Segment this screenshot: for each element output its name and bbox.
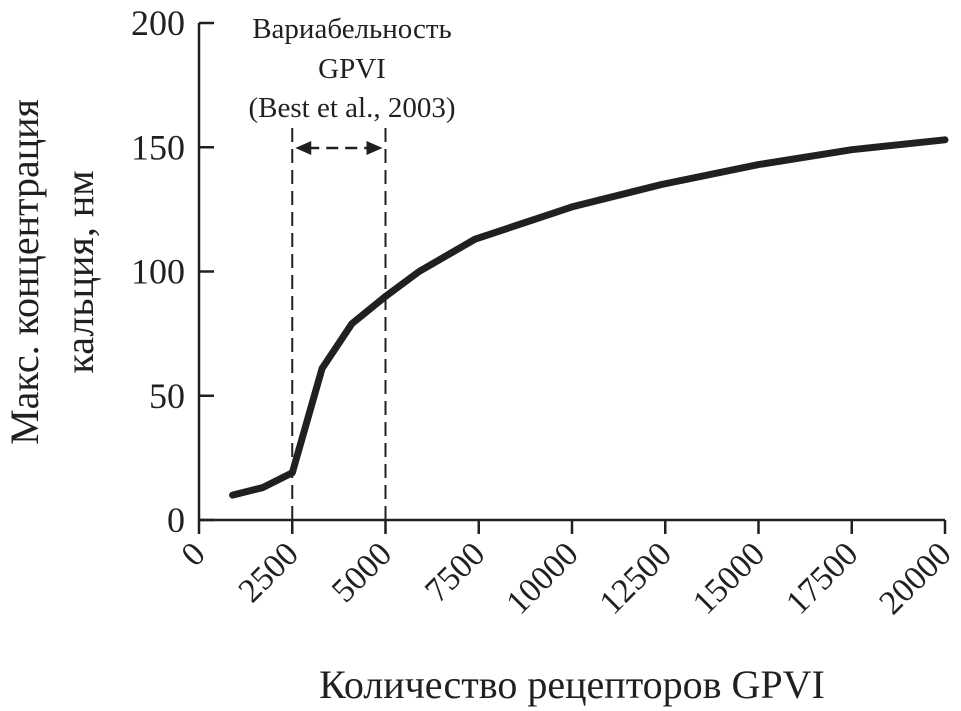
annotation-line-3: (Best et al., 2003) <box>249 92 456 124</box>
y-tick-label: 50 <box>149 376 185 416</box>
y-axis-label-line-2: кальция, нм <box>57 170 102 373</box>
arrow-head-left <box>295 141 312 155</box>
series-line <box>229 136 949 499</box>
marks <box>229 128 949 520</box>
y-axis-label-line-1: Макс. концентрация <box>2 99 47 445</box>
x-axis-label: Количество рецепторов GPVI <box>319 662 825 707</box>
x-tick-label: 5000 <box>325 535 399 609</box>
x-tick-label: 20000 <box>872 535 958 621</box>
arrow-head-right <box>366 141 383 155</box>
x-tick-label: 2500 <box>232 535 306 609</box>
y-tick-label: 150 <box>131 127 185 167</box>
annotation-line-1: Вариабельность <box>252 13 452 45</box>
x-tick-label: 12500 <box>593 535 679 621</box>
x-tick-label: 17500 <box>779 535 865 621</box>
y-tick-label: 0 <box>167 500 185 540</box>
x-tick-label: 0 <box>174 535 212 573</box>
x-tick-label: 10000 <box>499 535 585 621</box>
y-tick-label: 100 <box>131 252 185 292</box>
x-tick-label: 7500 <box>418 535 492 609</box>
y-tick-label: 200 <box>131 3 185 43</box>
annotation-line-2: GPVI <box>318 53 386 85</box>
x-tick-label: 15000 <box>686 535 772 621</box>
